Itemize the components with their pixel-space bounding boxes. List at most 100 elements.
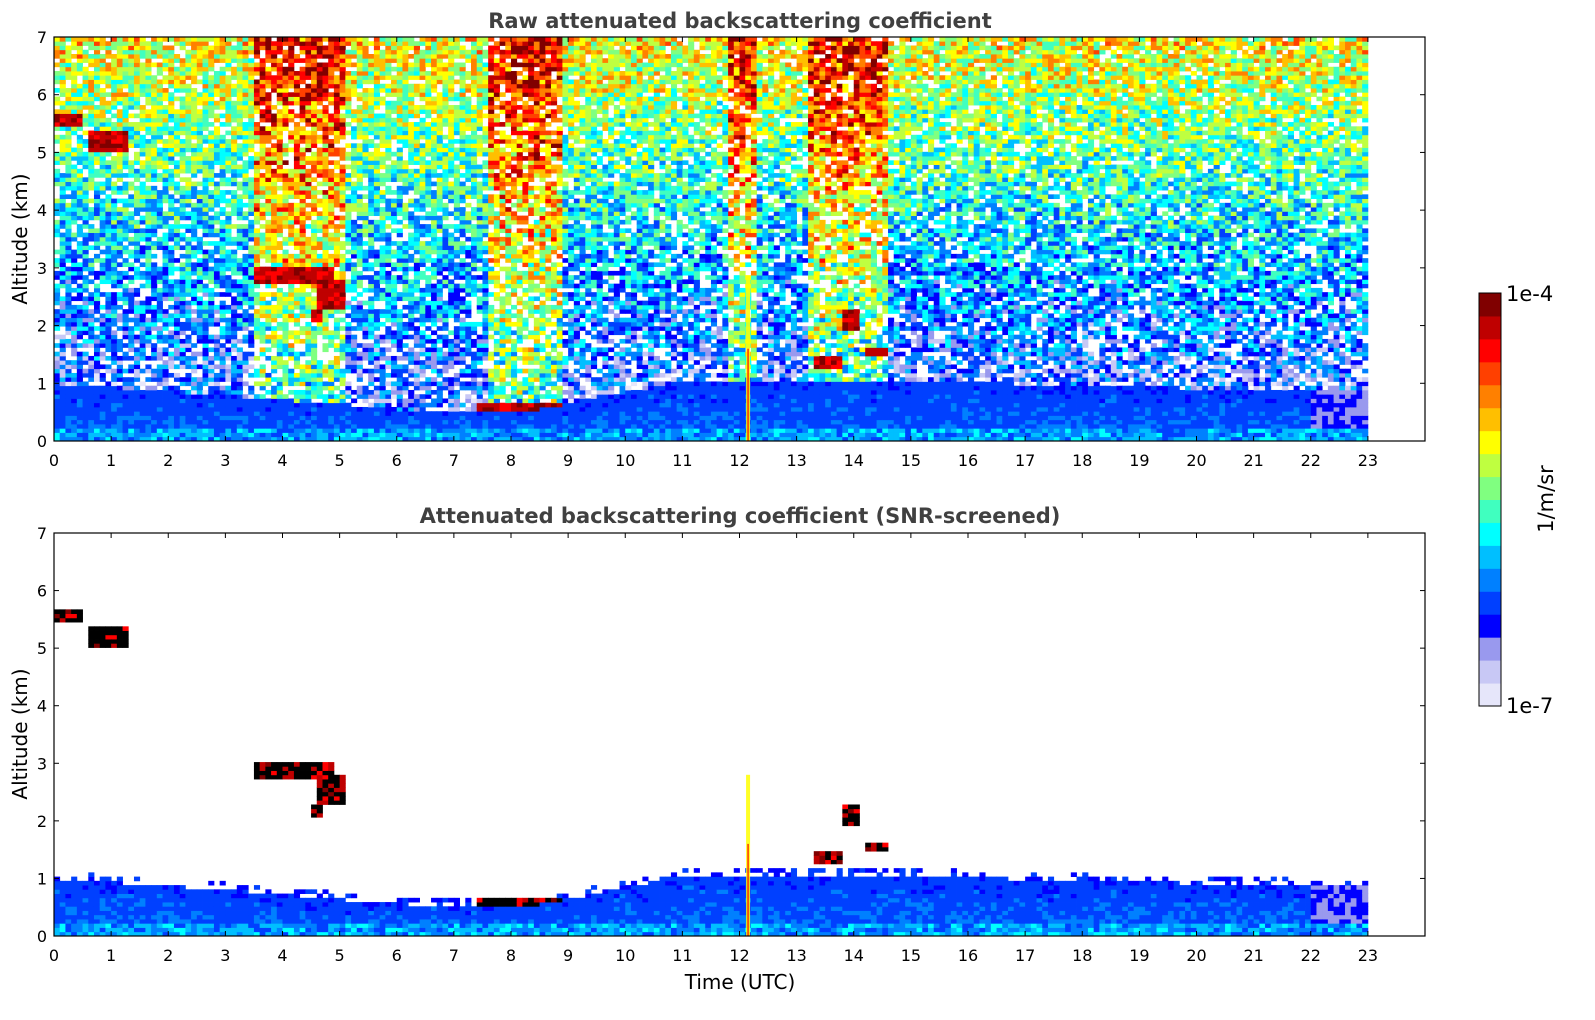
heatmap-cell (99, 75, 106, 80)
heatmap-cell (54, 122, 61, 127)
heatmap-cell (328, 270, 335, 276)
heatmap-cell (362, 287, 369, 293)
heatmap-cell (202, 436, 209, 442)
heatmap-cell (168, 402, 175, 408)
heatmap-cell (408, 368, 415, 374)
heatmap-cell (162, 224, 169, 229)
heatmap-cell (242, 194, 249, 199)
heatmap-cell (191, 287, 198, 293)
heatmap-cell (173, 428, 181, 433)
heatmap-cell (351, 181, 358, 187)
heatmap-cell (259, 224, 266, 229)
heatmap-cell (88, 168, 95, 174)
heatmap-cell (259, 436, 266, 442)
heatmap-cell (133, 432, 141, 438)
heatmap-cell (71, 334, 78, 340)
heatmap-cell (133, 326, 141, 331)
heatmap-cell (76, 343, 83, 348)
heatmap-cell (122, 62, 129, 68)
heatmap-cell (316, 168, 323, 174)
heatmap-cell (151, 419, 158, 425)
heatmap-cell (139, 253, 146, 259)
heatmap-cell (139, 326, 146, 331)
heatmap-cell (368, 279, 375, 285)
heatmap-cell (322, 71, 329, 76)
heatmap-cell (213, 283, 221, 289)
heatmap-cell (322, 245, 329, 251)
heatmap-cell (242, 168, 249, 174)
heatmap-cell (162, 385, 169, 391)
heatmap-cell (373, 411, 381, 416)
heatmap-cell (385, 105, 392, 110)
heatmap-cell (225, 88, 232, 93)
heatmap-cell (356, 45, 363, 51)
heatmap-cell (71, 151, 78, 157)
heatmap-cell (65, 394, 72, 399)
heatmap-cell (76, 228, 83, 234)
heatmap-cell (299, 253, 306, 259)
heatmap-cell (191, 117, 198, 123)
heatmap-cell (196, 58, 203, 63)
heatmap-cell (88, 377, 95, 382)
heatmap-cell (191, 109, 198, 114)
heatmap-cell (151, 385, 158, 391)
heatmap-cell (385, 300, 392, 306)
heatmap-cell (248, 66, 255, 72)
heatmap-cell (231, 75, 238, 80)
heatmap-cell (345, 355, 352, 361)
heatmap-cell (122, 113, 129, 119)
heatmap-cell (225, 406, 232, 412)
heatmap-cell (145, 207, 152, 212)
heatmap-cell (191, 351, 198, 357)
heatmap-cell (93, 402, 101, 408)
heatmap-cell (128, 326, 135, 331)
heatmap-cell (208, 317, 215, 323)
heatmap-cell (271, 428, 278, 433)
heatmap-cell (373, 37, 381, 42)
heatmap-cell (316, 66, 323, 72)
heatmap-cell (151, 117, 158, 123)
heatmap-cell (391, 219, 398, 225)
heatmap-cell (151, 343, 158, 348)
heatmap-cell (242, 96, 249, 102)
heatmap-cell (236, 134, 243, 140)
heatmap-cell (162, 79, 169, 85)
heatmap-cell (202, 92, 209, 97)
heatmap-cell (288, 398, 295, 404)
heatmap-cell (145, 402, 152, 408)
heatmap-cell (236, 377, 243, 382)
heatmap-cell (396, 113, 403, 119)
heatmap-cell (236, 92, 243, 97)
heatmap-cell (162, 351, 169, 357)
heatmap-cell (105, 415, 112, 421)
heatmap-cell (151, 185, 158, 191)
heatmap-cell (248, 398, 255, 404)
heatmap-cell (305, 224, 312, 229)
heatmap-cell (248, 62, 255, 68)
heatmap-cell (54, 151, 61, 157)
heatmap-cell (322, 394, 329, 399)
heatmap-cell (82, 49, 89, 55)
heatmap-cell (276, 351, 283, 357)
heatmap-cell (236, 317, 243, 323)
heatmap-cell (219, 304, 226, 310)
heatmap-cell (379, 49, 386, 55)
heatmap-cell (145, 406, 152, 412)
heatmap-cell (76, 224, 83, 229)
heatmap-cell (396, 432, 403, 438)
heatmap-cell (196, 164, 203, 170)
heatmap-cell (76, 139, 83, 144)
heatmap-cell (105, 66, 112, 72)
heatmap-cell (385, 45, 392, 51)
heatmap-cell (328, 202, 335, 208)
heatmap-cell (196, 432, 203, 438)
heatmap-cell (116, 249, 123, 255)
heatmap-cell (185, 436, 192, 442)
heatmap-cell (213, 372, 221, 378)
heatmap-cell (71, 177, 78, 182)
heatmap-cell (305, 406, 312, 412)
heatmap-cell (116, 168, 123, 174)
heatmap-cell (253, 270, 261, 276)
heatmap-cell (179, 117, 186, 123)
heatmap-cell (116, 292, 123, 297)
